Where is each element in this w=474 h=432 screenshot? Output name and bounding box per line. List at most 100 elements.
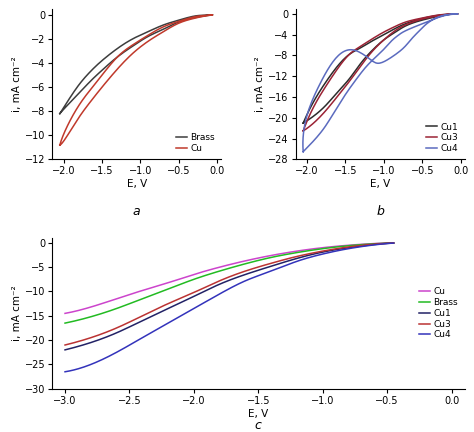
Cu — [192, 14, 198, 19]
Cu3 — [434, 13, 439, 18]
Brass — [57, 111, 63, 116]
Cu3 — [328, 75, 334, 80]
Cu4 — [430, 17, 436, 22]
Cu — [391, 240, 396, 245]
X-axis label: E, V: E, V — [370, 179, 390, 189]
Cu4 — [330, 59, 336, 64]
Cu3 — [267, 261, 273, 266]
Cu4 — [366, 243, 372, 248]
Cu3 — [426, 14, 431, 19]
Brass — [210, 12, 215, 17]
Cu — [262, 254, 267, 259]
Cu4 — [301, 149, 306, 154]
Line: Cu1: Cu1 — [65, 243, 393, 350]
Cu4 — [455, 11, 461, 16]
Cu1 — [328, 72, 334, 77]
Brass — [62, 321, 68, 326]
Cu1 — [426, 15, 431, 20]
Line: Cu1: Cu1 — [303, 14, 458, 123]
Cu1 — [301, 120, 307, 125]
Cu1 — [432, 13, 438, 18]
Line: Brass: Brass — [65, 243, 393, 323]
Cu4 — [262, 271, 267, 276]
Cu4 — [360, 51, 365, 57]
Brass — [79, 78, 85, 83]
Legend: Cu1, Cu3, Cu4: Cu1, Cu3, Cu4 — [424, 121, 460, 155]
X-axis label: E, V: E, V — [248, 409, 268, 419]
Y-axis label: i, mA cm⁻²: i, mA cm⁻² — [12, 56, 22, 112]
Y-axis label: i, mA cm⁻²: i, mA cm⁻² — [255, 56, 265, 112]
Cu1 — [345, 245, 350, 251]
Cu4 — [301, 148, 307, 153]
Legend: Brass, Cu: Brass, Cu — [174, 132, 217, 155]
Cu1 — [434, 13, 439, 18]
Line: Cu3: Cu3 — [65, 243, 393, 345]
Text: c: c — [255, 419, 262, 432]
Cu — [97, 75, 103, 80]
Cu — [390, 240, 396, 245]
Cu1 — [348, 51, 354, 56]
Brass — [366, 241, 372, 247]
Line: Cu4: Cu4 — [303, 14, 458, 152]
Cu3 — [348, 50, 354, 55]
Brass — [391, 240, 396, 245]
Cu3 — [62, 343, 68, 348]
Cu — [267, 253, 273, 258]
Cu — [186, 16, 191, 21]
Line: Brass: Brass — [60, 15, 213, 114]
Cu3 — [455, 11, 461, 16]
Cu1 — [301, 121, 306, 126]
Cu — [62, 311, 68, 316]
Cu1 — [64, 347, 69, 352]
Brass — [261, 257, 266, 262]
Brass — [192, 13, 198, 19]
Cu — [57, 143, 63, 148]
Line: Cu: Cu — [60, 15, 213, 145]
Line: Cu: Cu — [65, 243, 393, 313]
Brass — [262, 256, 267, 261]
X-axis label: E, V: E, V — [127, 179, 147, 189]
Cu1 — [261, 266, 266, 271]
Brass — [97, 60, 103, 65]
Cu3 — [64, 342, 69, 347]
Cu — [57, 142, 63, 147]
Line: Cu4: Cu4 — [65, 243, 393, 372]
Cu3 — [262, 263, 267, 268]
Brass — [57, 111, 63, 116]
Cu — [64, 311, 69, 316]
Cu3 — [301, 128, 306, 133]
Cu3 — [301, 127, 307, 133]
Cu3 — [391, 241, 396, 246]
Cu — [57, 143, 63, 148]
Cu1 — [267, 264, 273, 269]
Brass — [193, 13, 199, 19]
Cu — [261, 254, 266, 260]
Cu4 — [345, 246, 350, 251]
Cu4 — [267, 269, 273, 274]
Legend: Cu, Brass, Cu1, Cu3, Cu4: Cu, Brass, Cu1, Cu3, Cu4 — [417, 286, 460, 341]
Cu — [79, 98, 85, 103]
Brass — [57, 111, 63, 116]
Text: a: a — [133, 205, 140, 218]
Text: b: b — [376, 205, 384, 218]
Cu1 — [262, 266, 267, 271]
Cu — [366, 241, 372, 246]
Cu4 — [435, 15, 440, 20]
Y-axis label: i, mA cm⁻²: i, mA cm⁻² — [12, 286, 22, 341]
Cu3 — [432, 13, 438, 18]
Cu1 — [391, 241, 396, 246]
Cu3 — [301, 128, 306, 133]
Cu4 — [436, 14, 441, 19]
Cu — [345, 243, 350, 248]
Cu4 — [261, 271, 266, 276]
Cu4 — [391, 241, 396, 246]
Cu1 — [62, 347, 68, 353]
Brass — [345, 243, 350, 248]
Line: Cu3: Cu3 — [303, 14, 458, 131]
Cu1 — [366, 242, 372, 248]
Cu3 — [366, 242, 372, 247]
Brass — [186, 15, 191, 20]
Cu4 — [64, 369, 69, 374]
Cu — [193, 14, 199, 19]
Cu1 — [455, 11, 461, 16]
